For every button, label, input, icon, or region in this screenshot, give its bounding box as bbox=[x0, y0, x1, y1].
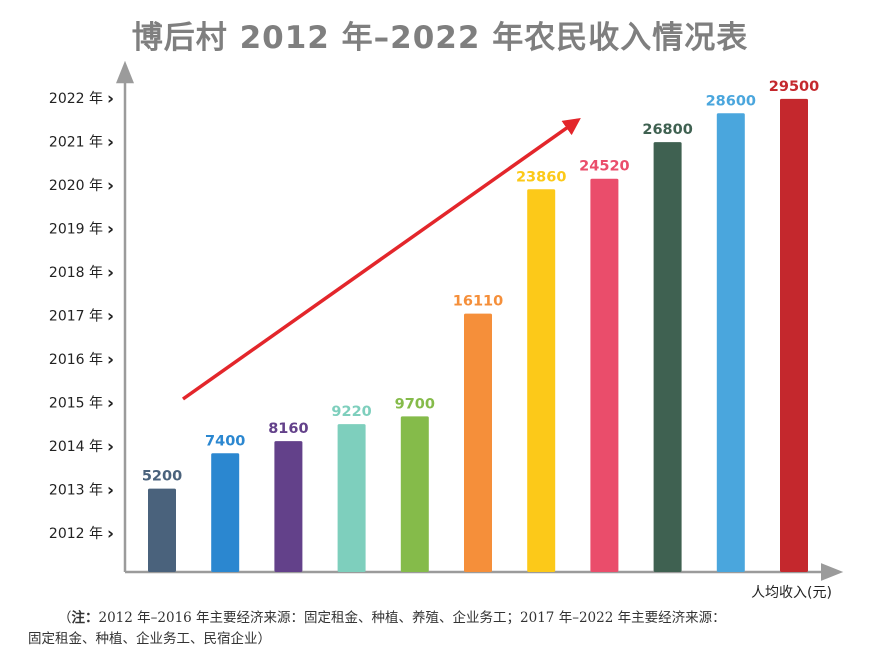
bar-10 bbox=[780, 98, 808, 572]
value-label-10: 29500 bbox=[769, 79, 819, 95]
y-tick-label-0: 2012 年 bbox=[49, 526, 103, 542]
y-tick-label-7: 2019 年 bbox=[49, 222, 103, 238]
y-tick-marker-4: › bbox=[107, 350, 114, 370]
bar-3 bbox=[337, 424, 366, 572]
bar-0 bbox=[148, 488, 176, 572]
value-label-0: 5200 bbox=[142, 469, 182, 485]
y-tick-marker-10: › bbox=[107, 89, 114, 109]
value-label-7: 24520 bbox=[579, 159, 629, 175]
footnote-text-1: 2012 年–2016 年主要经济来源：固定租金、种植、养殖、企业务工；2017… bbox=[98, 610, 726, 626]
y-tick-marker-3: › bbox=[107, 394, 114, 414]
bar-4 bbox=[400, 416, 429, 572]
y-tick-marker-8: › bbox=[107, 176, 114, 196]
value-labels: 5200 7400 8160 9220 9700 16110 23860 24520 26800… bbox=[142, 79, 819, 485]
bar-8 bbox=[653, 142, 682, 573]
value-label-3: 9220 bbox=[331, 404, 371, 420]
y-tick-marker-9: › bbox=[107, 133, 114, 153]
footnote-line-1: （注：2012 年–2016 年主要经济来源：固定租金、种植、养殖、企业务工；2… bbox=[28, 608, 858, 629]
y-tick-marker-7: › bbox=[107, 220, 114, 240]
y-tick-label-5: 2017 年 bbox=[49, 309, 103, 325]
value-label-1: 7400 bbox=[205, 433, 245, 449]
value-label-2: 8160 bbox=[268, 421, 308, 437]
value-label-9: 28600 bbox=[706, 93, 756, 109]
y-tick-marker-5: › bbox=[107, 307, 114, 327]
y-tick-label-10: 2022 年 bbox=[49, 91, 103, 107]
bar-1 bbox=[211, 453, 240, 572]
bar-7 bbox=[590, 178, 619, 572]
footnote-line-2: 固定租金、种植、企业务工、民宿企业） bbox=[28, 631, 271, 647]
y-tick-marker-1: › bbox=[107, 481, 114, 501]
bars bbox=[148, 98, 808, 573]
trend-arrow bbox=[181, 117, 581, 401]
bar-2 bbox=[274, 441, 303, 572]
value-label-5: 16110 bbox=[453, 294, 503, 310]
y-tick-label-4: 2016 年 bbox=[49, 352, 103, 368]
y-tick-label-2: 2014 年 bbox=[49, 439, 103, 455]
y-tick-labels: 2012 年 ›2013 年 ›2014 年 ›2015 年 ›2016 年 ›2017 … bbox=[49, 89, 114, 544]
footnote-open-paren: （ bbox=[58, 610, 72, 626]
chart-title: 博后村 2012 年–2022 年农民收入情况表 bbox=[131, 20, 749, 56]
footnote-lead: 注： bbox=[71, 610, 99, 626]
bar-6 bbox=[527, 189, 556, 573]
x-axis-label: 人均收入(元) bbox=[751, 585, 832, 601]
y-tick-label-3: 2015 年 bbox=[49, 396, 103, 412]
value-label-4: 9700 bbox=[395, 396, 435, 412]
y-tick-label-6: 2018 年 bbox=[49, 265, 103, 281]
bar-9 bbox=[716, 113, 745, 573]
y-tick-marker-6: › bbox=[107, 263, 114, 283]
y-tick-marker-0: › bbox=[107, 524, 114, 544]
bar-5 bbox=[464, 313, 492, 572]
value-label-8: 26800 bbox=[642, 122, 692, 138]
footnote: （注：2012 年–2016 年主要经济来源：固定租金、种植、养殖、企业务工；2… bbox=[28, 608, 858, 650]
y-tick-label-1: 2013 年 bbox=[49, 483, 103, 499]
y-tick-label-9: 2021 年 bbox=[49, 135, 103, 151]
y-tick-label-8: 2020 年 bbox=[49, 178, 103, 194]
value-label-6: 23860 bbox=[516, 169, 566, 185]
y-tick-marker-2: › bbox=[107, 437, 114, 457]
